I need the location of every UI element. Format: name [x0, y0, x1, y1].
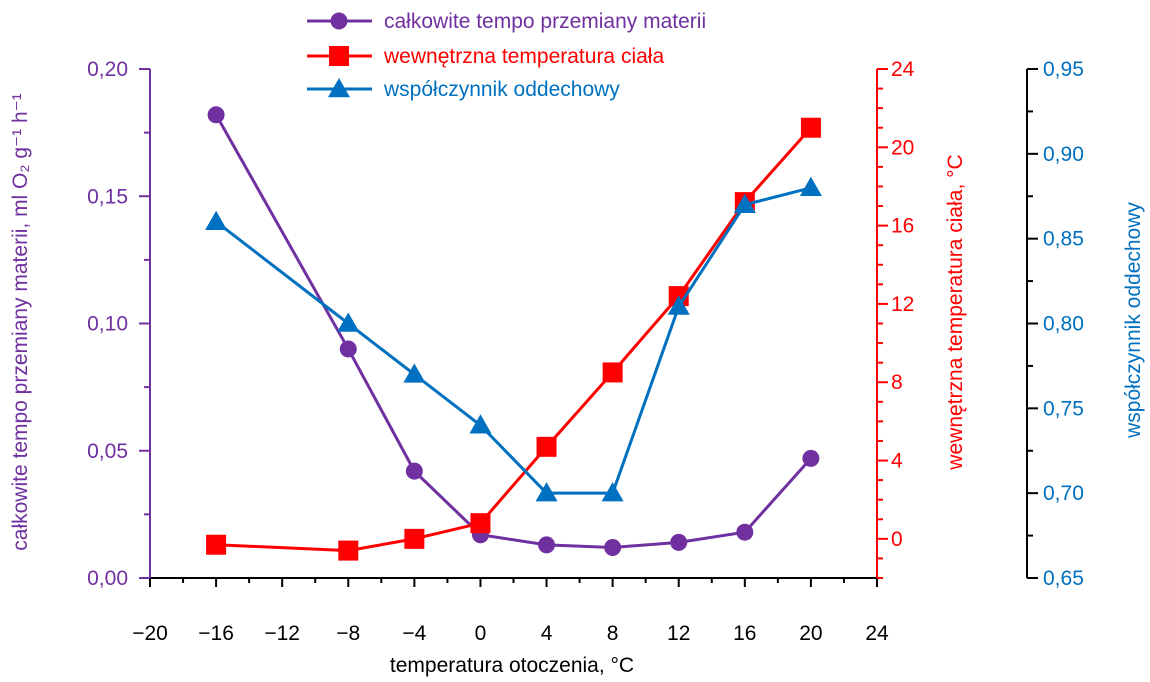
right2-tick-label: 0,85: [1043, 228, 1084, 251]
right1-tick-label: 4: [891, 450, 903, 473]
data-point: [601, 482, 624, 502]
x-tick-label: 0: [475, 622, 487, 645]
data-point: [338, 540, 359, 561]
right2-tick-label: 0,65: [1043, 567, 1084, 590]
right1-tick-label: 24: [891, 58, 915, 81]
series-1: [207, 106, 820, 556]
series-3: [205, 176, 822, 502]
legend-entry: wewnętrzna temperatura ciała: [307, 45, 664, 68]
legend-label: współczynnik oddechowy: [383, 78, 620, 101]
data-point: [405, 462, 423, 480]
left-axis-title: całkowite tempo przemiany materii, ml O₂…: [9, 93, 32, 550]
x-tick-label: 12: [667, 622, 690, 645]
legend-entry: całkowite tempo przemiany materii: [307, 10, 706, 33]
legend-entry: współczynnik oddechowy: [307, 78, 620, 101]
data-point: [799, 176, 822, 197]
data-point: [670, 533, 688, 551]
x-tick-label: −4: [402, 622, 426, 645]
left-tick-label: 0,10: [87, 313, 128, 336]
x-tick-label: 24: [865, 622, 889, 645]
legend: całkowite tempo przemiany materii wewnętr…: [307, 10, 706, 101]
right2-tick-label: 0,95: [1043, 58, 1084, 81]
left-tick-label: 0,20: [87, 58, 128, 81]
data-point: [602, 362, 623, 383]
data-point: [536, 436, 557, 457]
data-point: [404, 528, 425, 549]
legend-label: wewnętrzna temperatura ciała: [383, 45, 664, 68]
legend-marker: [330, 12, 348, 30]
series-line: [214, 114, 813, 549]
x-tick-label: 4: [541, 622, 553, 645]
data-point: [736, 523, 754, 541]
data-point: [206, 534, 227, 555]
legend-label: całkowite tempo przemiany materii: [384, 10, 706, 33]
right2-tick-label: 0,80: [1043, 313, 1084, 336]
data-point: [205, 210, 228, 230]
right1-tick-label: 12: [891, 293, 914, 316]
left-tick-label: 0,00: [87, 567, 128, 590]
data-point: [800, 117, 821, 138]
right1-tick-label: 16: [891, 215, 914, 238]
left-tick-label: 0,05: [87, 440, 128, 463]
data-point: [733, 193, 756, 213]
x-tick-label: 16: [733, 622, 756, 645]
x-tick-label: 20: [799, 622, 822, 645]
right2-tick-label: 0,70: [1043, 482, 1084, 505]
right2-tick-label: 0,90: [1043, 143, 1084, 166]
right1-tick-label: 20: [891, 136, 914, 159]
data-point: [337, 312, 360, 332]
left-tick-label: 0,15: [87, 185, 128, 208]
x-tick-label: −8: [336, 622, 360, 645]
right2-tick-label: 0,75: [1043, 397, 1084, 420]
series-2: [206, 117, 821, 561]
x-tick-label: −12: [264, 622, 300, 645]
data-point: [535, 482, 558, 502]
data-point: [470, 513, 491, 534]
series-layer: [205, 106, 822, 561]
series-line: [216, 126, 813, 553]
data-point: [403, 363, 426, 383]
right2-axis-title: współczynnik oddechowy: [1122, 202, 1145, 439]
x-tick-label: 8: [607, 622, 619, 645]
x-tick-label: −16: [198, 622, 234, 645]
data-point: [339, 340, 357, 358]
data-point: [667, 295, 690, 315]
legend-marker: [329, 46, 349, 66]
data-point: [604, 538, 622, 556]
right1-axis-title: wewnętrzna temperatura ciała, °C: [944, 154, 967, 470]
x-tick-label: −20: [132, 622, 168, 645]
data-point: [207, 106, 225, 124]
x-axis-title: temperatura otoczenia, °C: [390, 654, 634, 677]
legend-marker: [328, 78, 350, 98]
data-point: [538, 536, 556, 554]
data-point: [469, 414, 492, 434]
right1-tick-label: 8: [891, 371, 903, 394]
axes-layer: −20 −16 −12 −8 −4 0 4 8 12 16 20 24 0,00 0,05 0,10 0,15…: [87, 58, 1084, 645]
right1-tick-label: 0: [891, 528, 903, 551]
data-point: [802, 449, 820, 467]
